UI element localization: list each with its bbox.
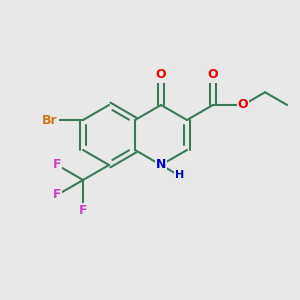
Text: N: N [156,158,166,172]
Text: Br: Br [42,113,58,127]
Text: F: F [53,158,61,172]
Text: O: O [156,68,166,82]
Text: O: O [238,98,248,112]
Text: F: F [79,203,87,217]
Text: H: H [175,170,184,181]
Text: F: F [53,188,61,202]
Text: O: O [208,68,218,82]
